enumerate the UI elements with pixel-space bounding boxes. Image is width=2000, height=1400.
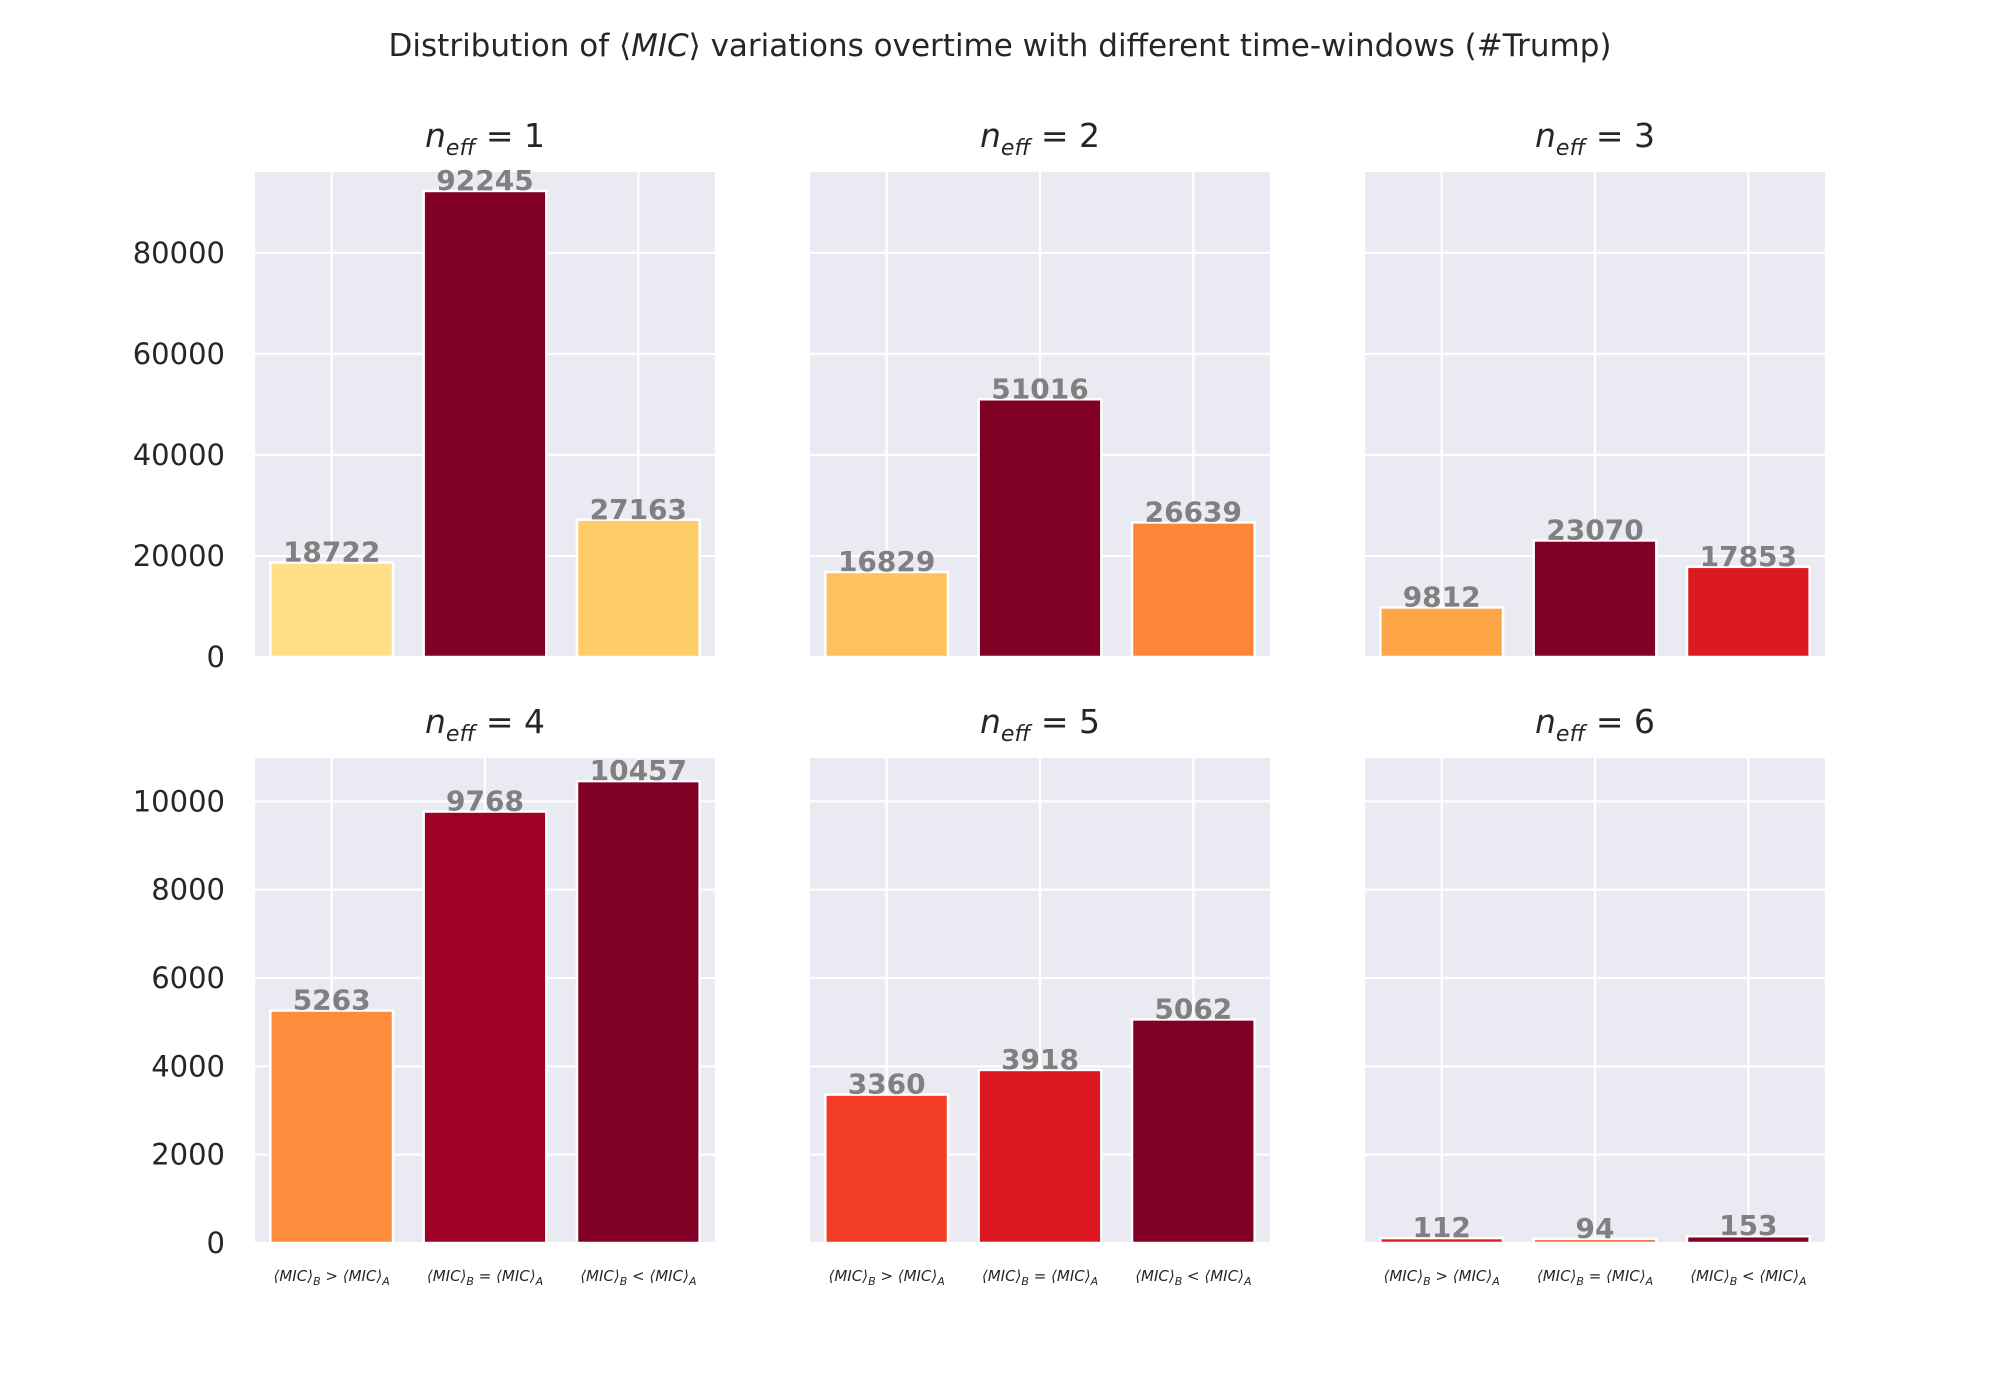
bar-value-label: 94 (1576, 1212, 1615, 1245)
bar (1379, 606, 1505, 659)
bar-value-label: 16829 (838, 545, 935, 578)
bar (977, 398, 1103, 659)
y-tick-label: 10000 (133, 784, 225, 818)
y-tick-label: 80000 (133, 236, 225, 270)
bar-value-label: 23070 (1546, 513, 1643, 546)
panel-neff-2: 16829 51016 26639 neff = 2 (810, 116, 1270, 659)
bar (575, 779, 701, 1245)
bar-value-label: 5062 (1154, 992, 1232, 1025)
bar-value-label: 26639 (1145, 495, 1242, 528)
bar-value-label: 10457 (590, 754, 687, 787)
bar-value-label: 17853 (1700, 540, 1797, 573)
bar-value-label: 18722 (283, 535, 380, 568)
bar (1130, 1018, 1256, 1245)
panel-neff-6: 112 94 153 neff = 6 ⟨MIC⟩B > ⟨MIC⟩A ⟨MIC⟩B = … (1365, 702, 1825, 1288)
bar (824, 570, 950, 659)
bar-value-label: 112 (1412, 1211, 1470, 1244)
y-tick-label: 0 (207, 640, 225, 674)
x-category-label: ⟨MIC⟩B > ⟨MIC⟩A (1384, 1267, 1500, 1288)
x-category-label: ⟨MIC⟩B < ⟨MIC⟩A (1135, 1267, 1251, 1288)
x-category-label: ⟨MIC⟩B > ⟨MIC⟩A (829, 1267, 945, 1288)
panel-title: neff = 3 (1535, 116, 1655, 161)
bar-value-label: 9812 (1403, 580, 1481, 613)
bar (575, 518, 701, 659)
y-tick-label: 6000 (151, 961, 225, 995)
bar (824, 1093, 950, 1245)
y-tick-label: 40000 (133, 438, 225, 472)
x-category-label: ⟨MIC⟩B < ⟨MIC⟩A (1690, 1267, 1806, 1288)
y-tick-label: 0 (207, 1226, 225, 1260)
x-category-label: ⟨MIC⟩B > ⟨MIC⟩A (274, 1267, 390, 1288)
bar (422, 810, 548, 1245)
x-category-label: ⟨MIC⟩B < ⟨MIC⟩A (580, 1267, 696, 1288)
y-tick-label: 8000 (151, 873, 225, 907)
bar (269, 561, 395, 659)
y-tick-label: 20000 (133, 539, 225, 573)
bar (1685, 565, 1811, 659)
panel-title: neff = 5 (980, 702, 1100, 747)
title-mic-italic: MIC (631, 28, 689, 64)
bar (1532, 1237, 1658, 1245)
x-category-label: ⟨MIC⟩B = ⟨MIC⟩A (982, 1267, 1098, 1288)
y-tick-label: 2000 (151, 1138, 225, 1172)
bar (1532, 539, 1658, 659)
panel-title: neff = 1 (425, 116, 545, 161)
bar (1685, 1234, 1811, 1245)
bar (422, 189, 548, 659)
bar (269, 1009, 395, 1245)
panel-title: neff = 4 (425, 702, 545, 747)
panel-neff-1: 18722 92245 27163 neff = 1 0 20000 40000 60000 8… (133, 116, 715, 674)
y-tick-label: 4000 (151, 1049, 225, 1083)
panel-title: neff = 6 (1535, 702, 1655, 747)
panel-neff-3: 9812 23070 17853 neff = 3 (1365, 116, 1825, 659)
panel-title: neff = 2 (980, 116, 1100, 161)
bar-value-label: 153 (1719, 1209, 1777, 1242)
bar-value-label: 92245 (436, 164, 533, 197)
chart-title: Distribution of ⟨MIC⟩ variations overtim… (389, 28, 1612, 64)
x-category-label: ⟨MIC⟩B = ⟨MIC⟩A (427, 1267, 543, 1288)
y-tick-label: 60000 (133, 337, 225, 371)
bar (977, 1068, 1103, 1245)
bar-value-label: 5263 (293, 984, 371, 1017)
bar-value-label: 3360 (848, 1068, 926, 1101)
bar (1130, 521, 1256, 659)
bar-value-label: 3918 (1001, 1043, 1079, 1076)
bar-value-label: 9768 (446, 785, 524, 818)
x-category-label: ⟨MIC⟩B = ⟨MIC⟩A (1537, 1267, 1653, 1288)
panel-neff-4: 5263 9768 10457 neff = 4 0 2000 4000 6000 8000 10… (133, 702, 715, 1288)
bar (1379, 1236, 1505, 1245)
bar-value-label: 27163 (590, 493, 687, 526)
panel-neff-5: 3360 3918 5062 neff = 5 ⟨MIC⟩B > ⟨MIC⟩A ⟨MIC⟩… (810, 702, 1270, 1288)
bar-value-label: 51016 (991, 372, 1088, 405)
